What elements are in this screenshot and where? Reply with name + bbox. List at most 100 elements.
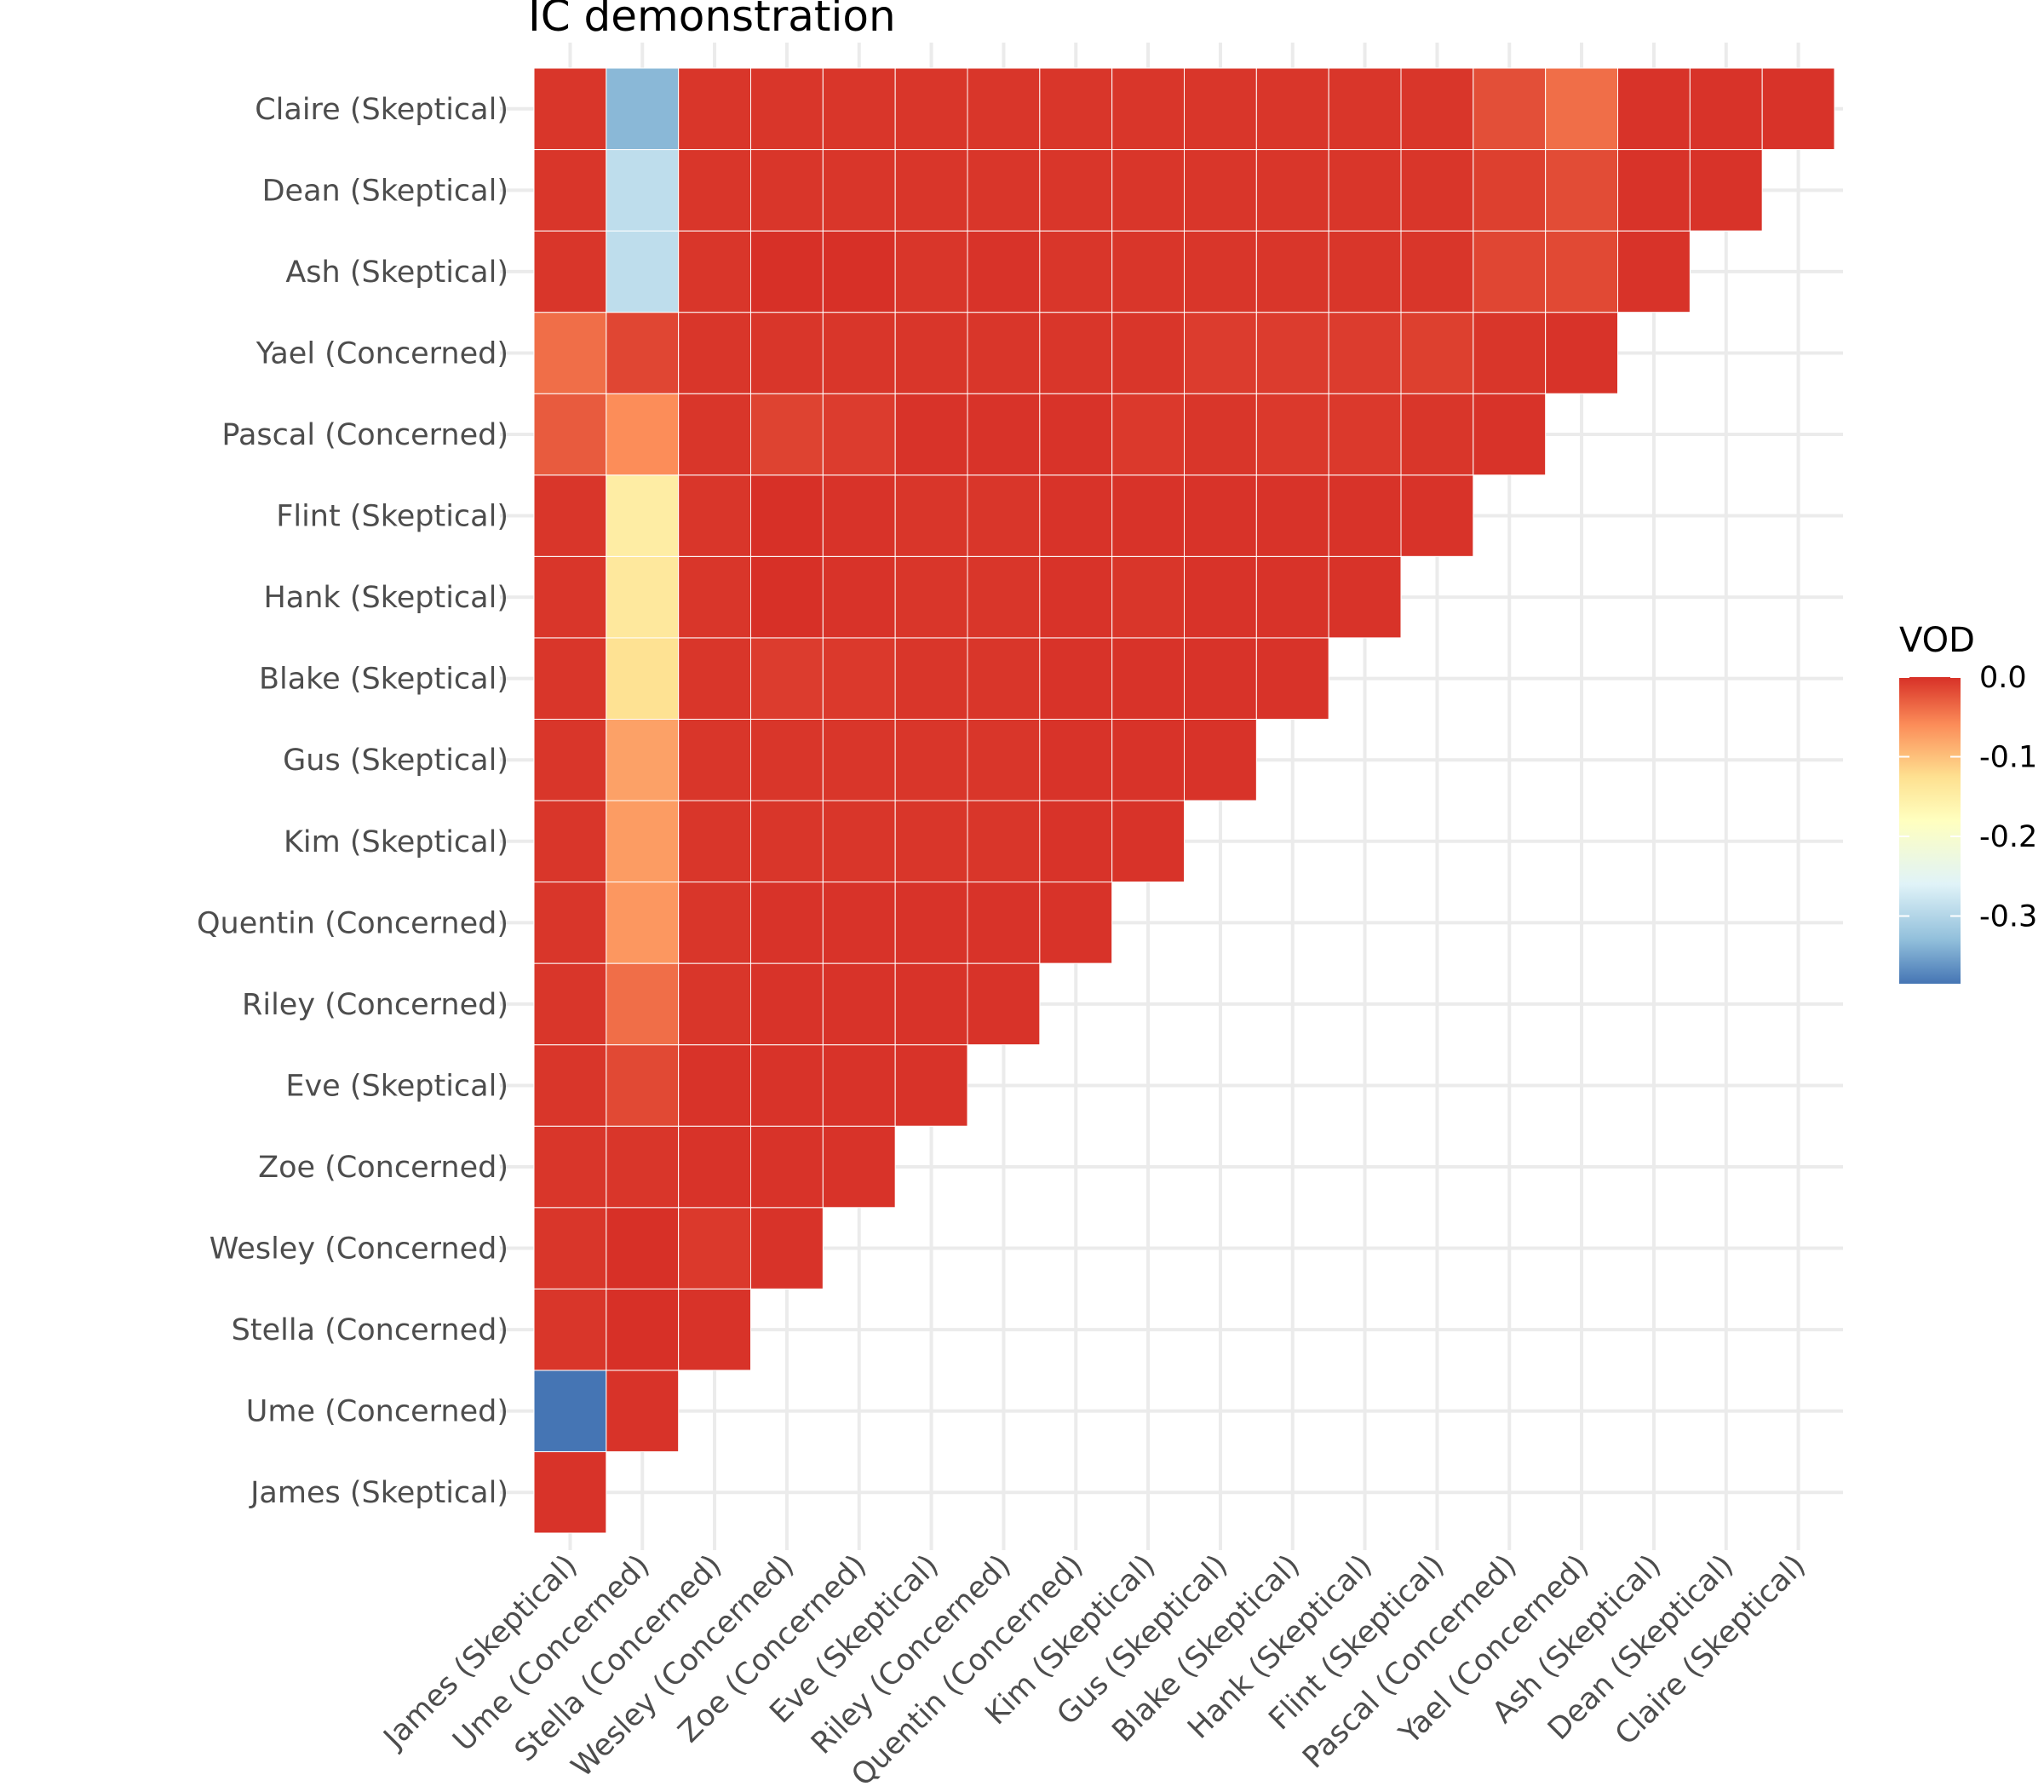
- heatmap-cell: [750, 555, 824, 639]
- heatmap-cell: [606, 393, 680, 476]
- heatmap-cell: [967, 393, 1041, 476]
- y-tick-label: Kim (Skeptical): [284, 825, 508, 859]
- heatmap-cell: [822, 312, 896, 394]
- heatmap-cell: [606, 1207, 680, 1289]
- heatmap-cell: [750, 67, 824, 151]
- heatmap-cell: [894, 800, 968, 883]
- y-tick-label: Blake (Skeptical): [259, 663, 508, 697]
- heatmap-cell: [1039, 800, 1113, 883]
- heatmap-cell: [1328, 67, 1402, 151]
- heatmap-cell: [1111, 800, 1185, 883]
- heatmap-cell: [1328, 555, 1402, 639]
- heatmap-cell: [750, 882, 824, 964]
- heatmap-cell: [1111, 312, 1185, 394]
- heatmap-cells: [533, 67, 1835, 1534]
- heatmap-cell: [533, 67, 607, 151]
- heatmap-cell: [1400, 393, 1474, 476]
- heatmap-cell: [894, 230, 968, 313]
- heatmap-cell: [678, 1125, 752, 1209]
- heatmap-cell: [1111, 718, 1185, 801]
- y-tick-label: James (Skeptical): [249, 1476, 508, 1510]
- heatmap-cell: [1400, 149, 1474, 232]
- y-tick-label: Gus (Skeptical): [283, 744, 508, 778]
- heatmap-cell: [894, 962, 968, 1046]
- heatmap-cell: [1400, 67, 1474, 151]
- heatmap-cell: [678, 1288, 752, 1371]
- heatmap-cell: [1111, 149, 1185, 232]
- heatmap-cell: [533, 1450, 607, 1534]
- heatmap-cell: [967, 67, 1041, 151]
- y-tick-label: Dean (Skeptical): [262, 174, 508, 208]
- heatmap-cell: [1039, 474, 1113, 557]
- heatmap-cell: [1689, 67, 1763, 151]
- heatmap-cell: [1255, 149, 1329, 232]
- heatmap-cell: [1255, 474, 1329, 557]
- heatmap-cell: [1545, 149, 1618, 232]
- heatmap-cell: [606, 962, 680, 1046]
- y-tick-label: Wesley (Concerned): [210, 1232, 508, 1266]
- y-tick-label: Eve (Skeptical): [285, 1069, 508, 1103]
- heatmap-cell: [822, 555, 896, 639]
- heatmap-cell: [678, 67, 752, 151]
- heatmap-cell: [1328, 312, 1402, 394]
- legend-break-label: 0.0: [1979, 661, 2027, 695]
- heatmap-cell: [606, 882, 680, 964]
- legend-color-bar: [1899, 677, 1961, 984]
- heatmap-cell: [533, 962, 607, 1046]
- heatmap-cell: [533, 718, 607, 801]
- heatmap-cell: [967, 149, 1041, 232]
- heatmap-cell: [1473, 393, 1547, 476]
- heatmap-cell: [1328, 474, 1402, 557]
- heatmap-cell: [606, 800, 680, 883]
- heatmap-cell: [894, 312, 968, 394]
- heatmap-cell: [533, 149, 607, 232]
- heatmap-cell: [1111, 637, 1185, 720]
- heatmap-cell: [894, 393, 968, 476]
- heatmap-cell: [1039, 149, 1113, 232]
- heatmap-cell: [822, 474, 896, 557]
- heatmap-cell: [1039, 882, 1113, 964]
- heatmap-cell: [1184, 312, 1257, 394]
- heatmap-cell: [1184, 230, 1257, 313]
- heatmap-cell: [678, 393, 752, 476]
- y-tick-label: Ash (Skeptical): [285, 256, 508, 290]
- heatmap-cell: [1039, 393, 1113, 476]
- heatmap-cell: [533, 637, 607, 720]
- heatmap-cell: [1473, 149, 1547, 232]
- heatmap-cell: [1111, 474, 1185, 557]
- y-tick-label: Quentin (Concerned): [197, 906, 508, 940]
- heatmap-cell: [750, 393, 824, 476]
- heatmap-cell: [606, 555, 680, 639]
- heatmap-cell: [822, 149, 896, 232]
- heatmap-cell: [822, 67, 896, 151]
- heatmap-cell: [1184, 555, 1257, 639]
- y-tick-label: Riley (Concerned): [242, 988, 508, 1022]
- heatmap-cell: [678, 637, 752, 720]
- heatmap-cell: [678, 1044, 752, 1127]
- heatmap-cell: [1039, 637, 1113, 720]
- heatmap-cell: [533, 474, 607, 557]
- heatmap-cell: [1473, 312, 1547, 394]
- heatmap-cell: [750, 230, 824, 313]
- heatmap-cell: [1328, 149, 1402, 232]
- heatmap-cell: [1617, 67, 1691, 151]
- heatmap-cell: [533, 555, 607, 639]
- heatmap-cell: [1039, 555, 1113, 639]
- heatmap-cell: [1545, 312, 1618, 394]
- heatmap-cell: [894, 637, 968, 720]
- heatmap-cell: [894, 149, 968, 232]
- heatmap-cell: [750, 637, 824, 720]
- heatmap-cell: [1689, 149, 1763, 232]
- heatmap-cell: [533, 1288, 607, 1371]
- heatmap-cell: [822, 637, 896, 720]
- heatmap-cell: [967, 882, 1041, 964]
- heatmap-cell: [967, 962, 1041, 1046]
- heatmap-cell: [606, 474, 680, 557]
- heatmap-cell: [1111, 67, 1185, 151]
- heatmap-cell: [1184, 474, 1257, 557]
- legend-break-label: -0.1: [1979, 741, 2037, 775]
- heatmap-cell: [533, 1044, 607, 1127]
- heatmap-cell: [1111, 230, 1185, 313]
- heatmap-cell: [894, 555, 968, 639]
